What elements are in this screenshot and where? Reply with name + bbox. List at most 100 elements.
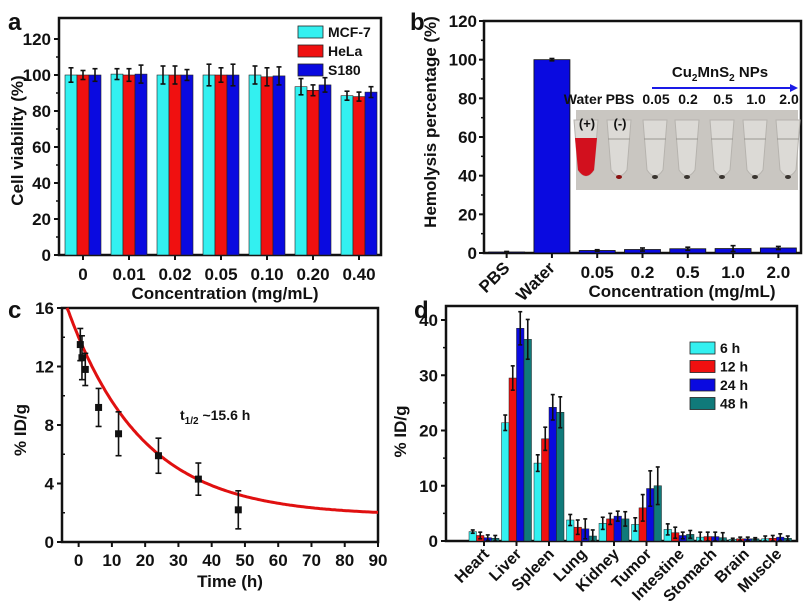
tube-label: PBS: [606, 91, 635, 107]
bar-MCF-7-0.05: [202, 74, 216, 256]
tube-pellet: [785, 175, 791, 179]
bar-HeLa-0: [76, 74, 90, 256]
panel-letter-a: a: [8, 9, 22, 36]
tube-label: 0.05: [642, 91, 669, 107]
x-tick-label: 40: [202, 551, 221, 570]
tube-label: 2.0: [779, 91, 799, 107]
x-tick-label: 0.2: [631, 263, 655, 282]
bar-HeLa-0.20: [306, 90, 320, 256]
x-tick-label: 0.05: [581, 263, 614, 282]
tube: [709, 119, 735, 177]
bar-HeLa-0.02: [168, 74, 182, 256]
data-point: [115, 430, 123, 438]
x-axis-label: Concentration (mg/mL): [589, 282, 776, 301]
y-tick-label: 40: [32, 174, 51, 193]
y-tick-label: 120: [23, 30, 51, 49]
legend-label-12 h: 12 h: [720, 359, 748, 375]
y-tick-label: 0: [429, 532, 438, 551]
x-tick-label: 60: [269, 551, 288, 570]
legend-label-48 h: 48 h: [720, 396, 748, 412]
tube: [642, 119, 668, 177]
data-point: [76, 341, 84, 349]
panel-letter-d: d: [414, 297, 429, 324]
tube-label: Water: [564, 91, 603, 107]
bar-6 h-Liver: [501, 422, 510, 542]
tube-label: 0.2: [678, 91, 698, 107]
y-tick-label: 10: [419, 477, 438, 496]
bar-6 h-Spleen: [533, 462, 542, 542]
data-point: [95, 403, 103, 411]
tube-pellet: [752, 175, 758, 179]
legend-swatch-HeLa: [297, 44, 324, 58]
y-tick-label: 80: [458, 89, 477, 108]
panel-a-chart: 0 20 40 60 80 100 120 0 0.01 0.02 0.05 0.10 0.20 0.40…: [8, 16, 383, 303]
legend-swatch-MCF-7: [297, 25, 324, 39]
y-tick-label: 12: [35, 358, 54, 377]
x-tick-label: 70: [302, 551, 321, 570]
bar-S180-0: [88, 74, 102, 256]
inset-photo: Cu2MnS2 NPs Water PBS 0.05 0.2 0.5 1.0 2.0 (+) (-…: [564, 64, 801, 190]
x-tick-label: 50: [235, 551, 254, 570]
bar-S180-0.05: [226, 74, 240, 256]
x-tick-label: 10: [102, 551, 121, 570]
bar-S180-0.10: [272, 75, 286, 256]
bar-48 h-Spleen: [556, 412, 565, 542]
x-tick-label: 2.0: [767, 263, 791, 282]
bar-S180-0.40: [364, 91, 378, 256]
y-tick-label: 8: [45, 416, 54, 435]
bar-12 h-Liver: [508, 377, 517, 542]
legend-swatch-6 h: [689, 341, 716, 355]
y-tick-label: 100: [449, 51, 477, 70]
tube-pellet: [652, 175, 658, 179]
x-tick-label: 80: [335, 551, 354, 570]
tube: [742, 119, 768, 177]
arrow-head-icon: [790, 84, 798, 92]
bar-12 h-Spleen: [541, 438, 550, 542]
x-tick-label: 0.01: [112, 265, 145, 284]
bar-MCF-7-0.40: [340, 95, 354, 256]
legend-label-S180: S180: [328, 62, 361, 78]
data-point: [78, 354, 86, 362]
legend-swatch-12 h: [689, 360, 716, 373]
x-axis-label: Time (h): [197, 572, 263, 591]
tube-mark: (+): [579, 116, 595, 131]
tube-mark: (-): [614, 116, 627, 131]
y-tick-label: 20: [32, 210, 51, 229]
legend-label-HeLa: HeLa: [328, 43, 362, 59]
x-tick-label: 1.0: [721, 263, 745, 282]
bar-HeLa-0.10: [260, 76, 274, 256]
bar-MCF-7-0.20: [294, 86, 308, 256]
y-tick-label: 16: [35, 299, 54, 318]
x-tick-label: 20: [136, 551, 155, 570]
tube: [775, 119, 801, 177]
bar-48 h-Liver: [523, 339, 532, 542]
y-axis-label: Hemolysis percentage (%): [421, 16, 440, 228]
data-point: [154, 452, 162, 460]
y-axis-label: Cell viability (%): [8, 75, 27, 205]
legend-label-6 h: 6 h: [720, 340, 740, 356]
x-tick-label: 0.05: [204, 265, 237, 284]
panel-letter-c: c: [8, 297, 21, 324]
y-tick-label: 40: [419, 311, 438, 330]
bar-S180-0.20: [318, 84, 332, 256]
panel-d-axes-frame: [444, 304, 799, 543]
y-tick-label: 60: [458, 128, 477, 147]
x-tick-label: 0: [78, 265, 87, 284]
bar-MCF-7-0.10: [248, 74, 262, 256]
y-tick-label: 60: [32, 138, 51, 157]
y-tick-label: 80: [32, 102, 51, 121]
y-tick-label: 20: [458, 205, 477, 224]
tube-red-liquid: [575, 138, 597, 176]
y-tick-label: 40: [458, 167, 477, 186]
half-life-annotation: t1/2 ~15.6 h: [180, 407, 250, 427]
bar-HeLa-0.01: [122, 74, 136, 256]
tube-label: 1.0: [746, 91, 766, 107]
bar-24 h-Liver: [516, 328, 525, 542]
tube-label: 0.5: [713, 91, 733, 107]
y-tick-label: 20: [419, 422, 438, 441]
panel-letter-b: b: [410, 9, 425, 36]
tube-pellet: [684, 175, 690, 179]
